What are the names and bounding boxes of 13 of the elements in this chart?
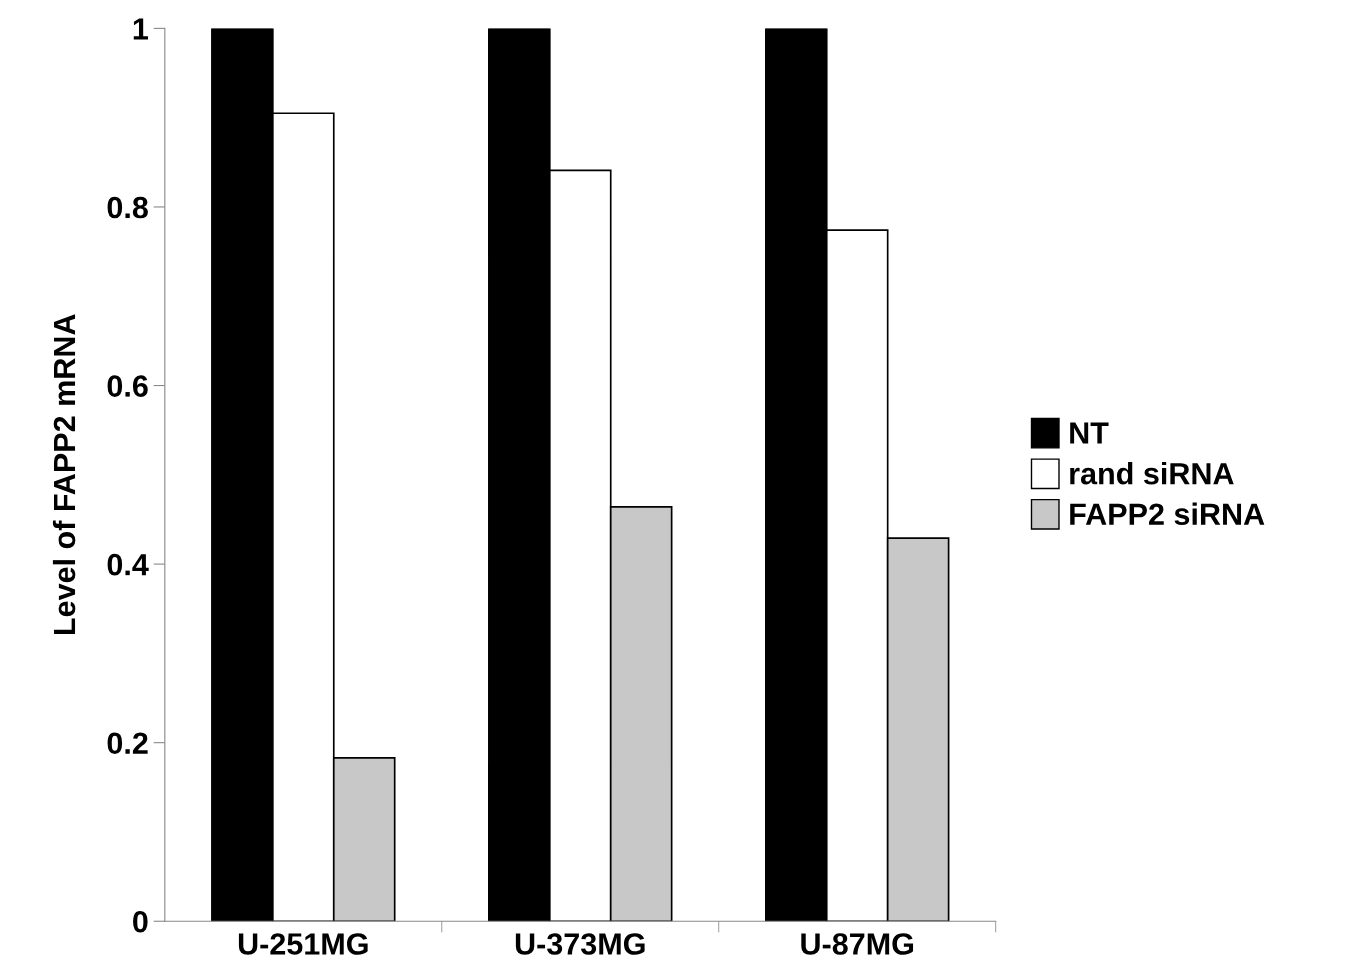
y-tick-label: 0.6 <box>107 375 148 397</box>
y-tick-label: 0.4 <box>107 553 149 576</box>
legend-label: FAPP2 siRNA <box>1070 502 1265 526</box>
x-tick-label: U-87MG <box>801 933 914 955</box>
y-tick-label: 0.8 <box>107 196 148 219</box>
legend-label: rand siRNA <box>1070 462 1234 485</box>
y-tick-label: 0.2 <box>107 732 148 755</box>
legend-label: NT <box>1070 422 1109 444</box>
x-tick-label: U-251MG <box>238 933 368 955</box>
y-axis-title: Level of FAPP2 mRNA <box>52 314 76 635</box>
x-tick-label: U-373MG <box>515 933 645 955</box>
y-tick-label: 0 <box>133 910 148 933</box>
y-tick-label: 1 <box>133 18 148 40</box>
